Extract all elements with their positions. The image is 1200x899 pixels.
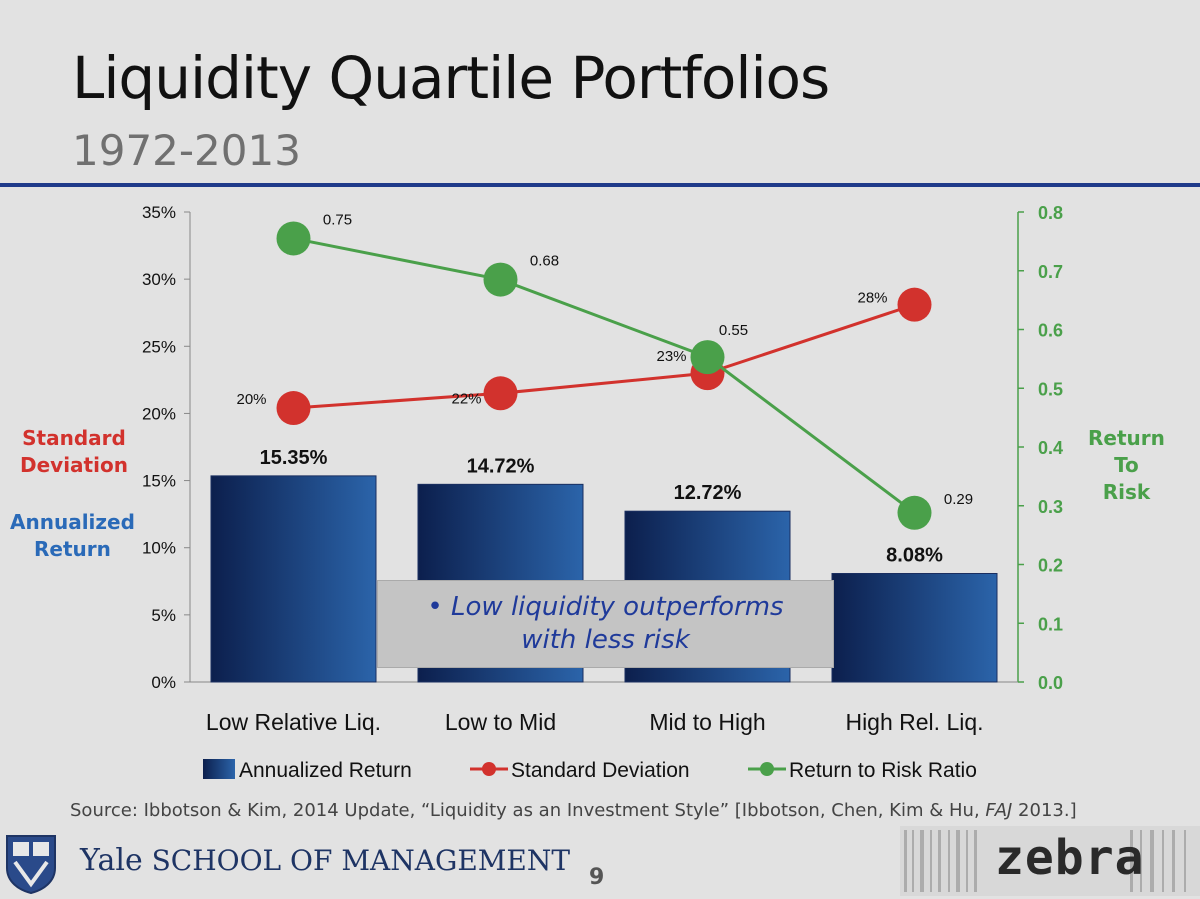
yale-school-wordmark: Yale SCHOOL OF MANAGEMENT bbox=[80, 843, 570, 878]
std-dev-label-line1: Standard bbox=[22, 426, 126, 450]
page-subtitle: 1972-2013 bbox=[72, 126, 301, 175]
yale-shield-logo bbox=[6, 835, 56, 894]
ann-return-label-line1: Annualized bbox=[10, 510, 135, 534]
callout-line1: • Low liquidity outperforms bbox=[427, 592, 784, 622]
category-label: High Rel. Liq. bbox=[845, 709, 983, 735]
left-tick-label: 25% bbox=[142, 337, 176, 356]
std-dev-line bbox=[293, 303, 915, 410]
ratio-point bbox=[276, 221, 311, 256]
ratio-point bbox=[690, 340, 725, 375]
left-tick-label: 0% bbox=[151, 673, 176, 692]
rtr-label-line2: To bbox=[1114, 453, 1139, 477]
left-tick-label: 10% bbox=[142, 539, 176, 558]
ratio-point bbox=[897, 495, 932, 530]
left-tick-label: 15% bbox=[142, 472, 176, 491]
left-tick-label: 20% bbox=[142, 404, 176, 423]
source-journal: FAJ bbox=[985, 800, 1013, 821]
left-tick-label: 35% bbox=[142, 203, 176, 222]
right-tick-label: 0.0 bbox=[1038, 673, 1063, 693]
std-dev-label-line2: Deviation bbox=[20, 453, 128, 477]
std-dev-axis-label: Standard Deviation bbox=[20, 425, 128, 479]
ratio-line bbox=[293, 236, 916, 514]
std-dev-label: 20% bbox=[236, 391, 266, 408]
category-label: Low Relative Liq. bbox=[206, 709, 381, 735]
yale-word: Yale bbox=[80, 843, 143, 878]
ratio-label: 0.68 bbox=[530, 253, 559, 270]
return-bar bbox=[210, 475, 377, 683]
legend-label: Standard Deviation bbox=[511, 759, 690, 782]
right-tick-label: 0.4 bbox=[1038, 438, 1063, 458]
source-end: 2013.] bbox=[1012, 800, 1077, 821]
return-bar-label: 12.72% bbox=[674, 482, 742, 504]
page-title: Liquidity Quartile Portfolios bbox=[72, 44, 830, 112]
right-tick-label: 0.1 bbox=[1038, 614, 1063, 634]
rtr-label-line3: Risk bbox=[1102, 480, 1151, 504]
right-tick-label: 0.8 bbox=[1038, 203, 1063, 223]
std-dev-point bbox=[897, 287, 932, 322]
std-dev-label: 23% bbox=[656, 348, 686, 365]
std-dev-point bbox=[276, 391, 311, 426]
left-tick-label: 5% bbox=[151, 606, 176, 625]
page-number: 9 bbox=[589, 865, 605, 890]
category-label: Low to Mid bbox=[445, 709, 556, 735]
ann-return-label-line2: Return bbox=[34, 537, 111, 561]
right-tick-label: 0.5 bbox=[1038, 379, 1063, 399]
category-label: Mid to High bbox=[649, 709, 765, 735]
std-dev-label: 28% bbox=[857, 290, 887, 307]
std-dev-point bbox=[483, 376, 518, 411]
right-tick-label: 0.2 bbox=[1038, 556, 1063, 576]
legend-bar-swatch bbox=[203, 759, 235, 779]
rtr-label-line1: Return bbox=[1088, 426, 1165, 450]
ratio-label: 0.29 bbox=[944, 491, 973, 508]
zebra-stripes-logo bbox=[900, 826, 1200, 896]
school-name: SCHOOL OF MANAGEMENT bbox=[151, 844, 571, 877]
return-bar-label: 8.08% bbox=[886, 544, 943, 566]
left-tick-label: 30% bbox=[142, 270, 176, 289]
right-tick-label: 0.3 bbox=[1038, 497, 1063, 517]
liquidity-chart: 0% 5% 10% 15% 20% 25% 30% 35% 0.0 0.1 0.2 0.3 0.4 0.5… bbox=[142, 203, 1063, 782]
legend-ratio-marker bbox=[760, 762, 774, 776]
return-to-risk-axis-label: Return To Risk bbox=[1088, 425, 1165, 506]
std-dev-label: 22% bbox=[451, 390, 481, 407]
callout-line2: with less risk bbox=[521, 625, 690, 655]
ratio-label: 0.75 bbox=[323, 211, 352, 228]
legend-label: Annualized Return bbox=[239, 759, 412, 782]
ratio-label: 0.55 bbox=[719, 322, 748, 339]
legend-label: Return to Risk Ratio bbox=[789, 759, 977, 782]
zebra-wordmark: zebra bbox=[995, 830, 1145, 886]
callout-box: • Low liquidity outperforms with less ri… bbox=[377, 580, 834, 668]
return-bar-label: 15.35% bbox=[260, 447, 328, 469]
source-text: Source: Ibbotson & Kim, 2014 Update, “Li… bbox=[70, 800, 986, 821]
return-bar-label: 14.72% bbox=[467, 455, 535, 477]
ratio-point bbox=[483, 262, 518, 297]
return-bar bbox=[831, 572, 998, 683]
annualized-return-axis-label: Annualized Return bbox=[10, 509, 135, 563]
source-citation: Source: Ibbotson & Kim, 2014 Update, “Li… bbox=[70, 800, 1077, 821]
title-divider bbox=[0, 183, 1200, 187]
right-tick-label: 0.6 bbox=[1038, 321, 1063, 341]
legend-std-marker bbox=[482, 762, 496, 776]
right-tick-label: 0.7 bbox=[1038, 262, 1063, 282]
